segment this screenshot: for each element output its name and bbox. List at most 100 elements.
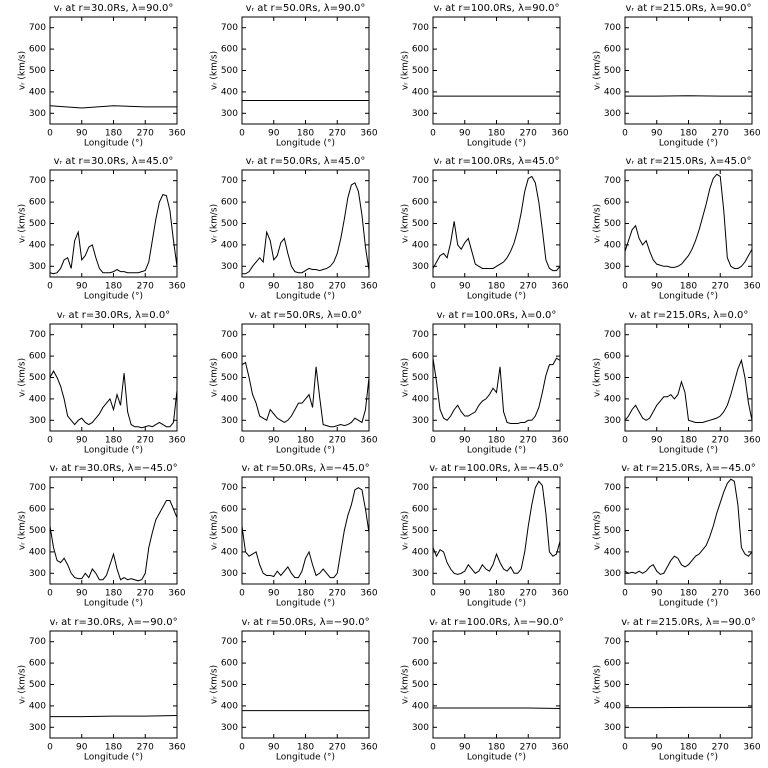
- y-axis-label: vᵣ (km/s): [210, 665, 220, 704]
- y-tick-label: 700: [29, 637, 46, 647]
- x-tick-label: 270: [712, 743, 729, 753]
- x-axis-label: Longitude (°): [659, 753, 718, 763]
- y-tick-label: 600: [29, 505, 46, 515]
- y-tick-label: 700: [604, 23, 621, 33]
- x-axis-label: Longitude (°): [659, 446, 718, 456]
- y-tick-label: 500: [29, 66, 46, 76]
- chart-title: vᵣ at r=215.0Rs, λ=−45.0°: [621, 463, 756, 474]
- chart-title: vᵣ at r=50.0Rs, λ=−45.0°: [241, 463, 369, 474]
- y-tick-label: 300: [29, 723, 46, 733]
- chart-title: vᵣ at r=215.0Rs, λ=−90.0°: [621, 617, 756, 628]
- x-tick-label: 360: [168, 282, 185, 292]
- y-tick-label: 400: [29, 701, 46, 711]
- x-tick-label: 360: [551, 743, 568, 753]
- x-axis-label: Longitude (°): [276, 753, 335, 763]
- x-axis-label: Longitude (°): [659, 599, 718, 609]
- data-line: [49, 105, 177, 109]
- x-tick-label: 0: [622, 436, 628, 446]
- y-tick-label: 400: [412, 87, 429, 97]
- chart-title: vᵣ at r=30.0Rs, λ=−90.0°: [49, 617, 177, 628]
- y-tick-label: 500: [412, 219, 429, 229]
- x-tick-label: 0: [47, 282, 53, 292]
- x-axis-label: Longitude (°): [659, 139, 718, 149]
- x-tick-label: 90: [651, 589, 663, 599]
- x-tick-label: 270: [712, 436, 729, 446]
- y-axis-label: vᵣ (km/s): [401, 665, 411, 704]
- x-tick-label: 270: [329, 282, 346, 292]
- x-tick-label: 180: [680, 743, 697, 753]
- x-axis-label: Longitude (°): [84, 139, 143, 149]
- y-tick-label: 700: [221, 176, 238, 186]
- x-tick-label: 90: [268, 282, 280, 292]
- y-tick-label: 300: [412, 416, 429, 426]
- x-tick-label: 270: [137, 436, 154, 446]
- x-tick-label: 270: [137, 589, 154, 599]
- y-tick-label: 400: [29, 394, 46, 404]
- x-axis-label: Longitude (°): [84, 292, 143, 302]
- y-tick-label: 500: [412, 66, 429, 76]
- x-tick-label: 0: [239, 282, 245, 292]
- y-tick-label: 600: [604, 659, 621, 669]
- x-tick-label: 270: [520, 743, 537, 753]
- y-tick-label: 400: [604, 547, 621, 557]
- x-axis-label: Longitude (°): [84, 753, 143, 763]
- x-axis-label: Longitude (°): [84, 446, 143, 456]
- chart-title: vᵣ at r=30.0Rs, λ=0.0°: [57, 310, 170, 321]
- data-line: [241, 361, 370, 428]
- y-axis-label: vᵣ (km/s): [210, 358, 220, 397]
- y-axis-label: vᵣ (km/s): [593, 511, 603, 550]
- x-tick-label: 0: [47, 743, 53, 753]
- x-tick-label: 0: [239, 129, 245, 139]
- x-tick-label: 270: [329, 743, 346, 753]
- y-tick-label: 400: [412, 394, 429, 404]
- y-tick-label: 600: [221, 659, 238, 669]
- y-axis-label: vᵣ (km/s): [18, 511, 28, 550]
- x-tick-label: 0: [430, 589, 436, 599]
- x-tick-label: 90: [76, 436, 88, 446]
- y-axis-label: vᵣ (km/s): [593, 51, 603, 90]
- x-tick-label: 360: [360, 743, 377, 753]
- y-axis-label: vᵣ (km/s): [210, 51, 220, 90]
- y-tick-label: 600: [604, 505, 621, 515]
- x-tick-label: 180: [680, 129, 697, 139]
- y-tick-label: 600: [221, 45, 238, 55]
- y-tick-label: 300: [221, 109, 238, 119]
- x-tick-label: 0: [47, 129, 53, 139]
- x-tick-label: 360: [168, 129, 185, 139]
- x-tick-label: 180: [488, 589, 505, 599]
- y-tick-label: 700: [221, 23, 238, 33]
- data-line: [432, 357, 561, 425]
- data-line: [50, 715, 178, 718]
- y-tick-label: 400: [412, 547, 429, 557]
- x-tick-label: 90: [459, 282, 471, 292]
- x-tick-label: 90: [76, 282, 88, 292]
- y-tick-label: 600: [412, 659, 429, 669]
- x-tick-label: 90: [459, 436, 471, 446]
- y-tick-label: 600: [221, 505, 238, 515]
- x-tick-label: 0: [622, 129, 628, 139]
- x-tick-label: 0: [430, 129, 436, 139]
- y-tick-label: 700: [412, 637, 429, 647]
- x-tick-label: 180: [680, 589, 697, 599]
- y-tick-label: 700: [29, 176, 46, 186]
- y-axis-label: vᵣ (km/s): [401, 358, 411, 397]
- y-tick-label: 300: [412, 262, 429, 272]
- y-tick-label: 500: [604, 680, 621, 690]
- y-tick-label: 500: [604, 373, 621, 383]
- y-axis-label: vᵣ (km/s): [593, 358, 603, 397]
- x-axis-label: Longitude (°): [276, 139, 335, 149]
- x-tick-label: 180: [488, 743, 505, 753]
- x-tick-label: 360: [551, 589, 568, 599]
- x-tick-label: 0: [622, 743, 628, 753]
- x-tick-label: 90: [76, 743, 88, 753]
- chart-title: vᵣ at r=100.0Rs, λ=45.0°: [433, 156, 559, 167]
- data-line: [49, 194, 178, 275]
- y-tick-label: 500: [412, 373, 429, 383]
- x-tick-label: 270: [712, 129, 729, 139]
- y-tick-label: 600: [412, 352, 429, 362]
- x-axis-label: Longitude (°): [276, 446, 335, 456]
- plot-frame: [432, 323, 561, 432]
- x-tick-label: 360: [360, 436, 377, 446]
- x-tick-label: 360: [168, 743, 185, 753]
- y-tick-label: 600: [221, 198, 238, 208]
